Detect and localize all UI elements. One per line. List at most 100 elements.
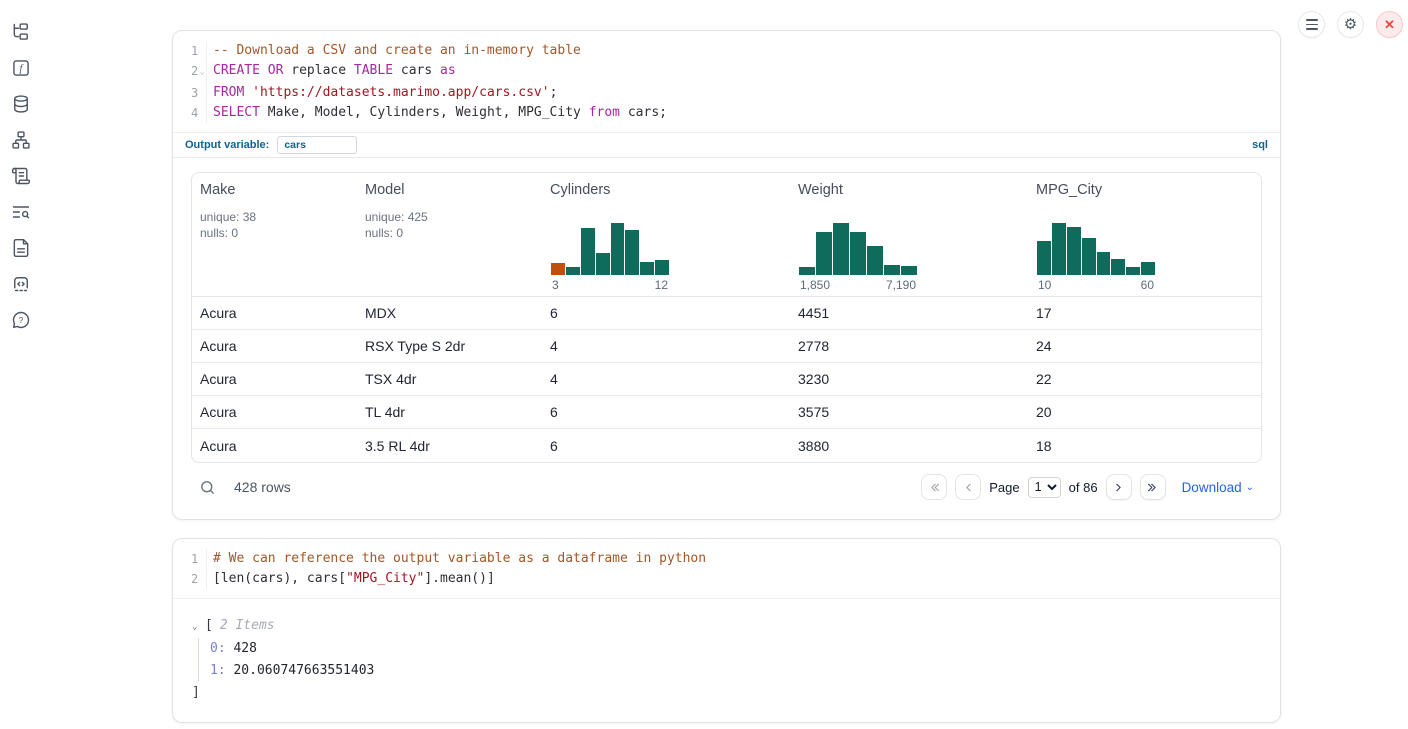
table-row[interactable]: Acura RSX Type S 2dr 4 2778 24 [192, 330, 1261, 363]
list-output-header: ⌄ [ 2 Items [192, 615, 1280, 638]
histogram-bar[interactable] [580, 228, 595, 275]
histogram-bar[interactable] [884, 265, 900, 275]
scroll-logs-icon[interactable] [11, 166, 31, 186]
search-icon[interactable] [199, 478, 217, 496]
table-cell: 20 [1036, 404, 1052, 420]
histogram-bar[interactable] [901, 266, 917, 275]
table-header: Make unique: 38 nulls: 0 Model unique: 4… [192, 173, 1261, 297]
first-page-button[interactable] [921, 474, 948, 500]
window-actions: ⚙ ✕ [1298, 11, 1403, 38]
fold-gutter [198, 549, 206, 569]
chevron-down-icon: ⌄ [1245, 481, 1254, 493]
fold-chevron-icon[interactable]: ⌄ [199, 67, 205, 76]
close-icon: ✕ [1384, 17, 1395, 32]
histogram-bar[interactable] [1037, 241, 1051, 275]
histogram-bar[interactable] [1096, 252, 1111, 275]
last-page-button[interactable] [1139, 474, 1166, 500]
column-header-model[interactable]: Model unique: 425 nulls: 0 [357, 173, 542, 296]
weight-histogram[interactable]: 1,850 7,190 [799, 223, 917, 292]
histogram-bar[interactable] [655, 260, 669, 275]
column-stats: unique: 425 nulls: 0 [365, 210, 428, 240]
next-page-button[interactable] [1105, 474, 1132, 500]
table-footer: 428 rows Page 1 of 86 [191, 463, 1262, 511]
chevrons-right-icon [1148, 483, 1156, 491]
output-variable-row: Output variable: sql [173, 132, 1280, 158]
svg-text:f: f [20, 64, 25, 75]
histogram-bar[interactable] [816, 232, 832, 275]
chevron-left-icon [966, 483, 971, 491]
histogram-bar[interactable] [867, 246, 883, 275]
table-cell: Acura [200, 338, 237, 354]
table-cell: 17 [1036, 305, 1052, 321]
table-row[interactable]: Acura MDX 6 4451 17 [192, 297, 1261, 330]
table-cell: Acura [200, 371, 237, 387]
histogram-bar[interactable] [625, 230, 640, 275]
page-label: Page [989, 479, 1020, 495]
mpg-city-histogram[interactable]: 10 60 [1037, 223, 1155, 292]
histogram-bar[interactable] [551, 263, 565, 275]
table-row[interactable]: Acura 3.5 RL 4dr 6 3880 18 [192, 429, 1261, 462]
list-item: 0: 428 [210, 641, 257, 656]
fold-gutter [198, 83, 206, 103]
settings-button[interactable]: ⚙ [1337, 11, 1364, 38]
column-header-make[interactable]: Make unique: 38 nulls: 0 [192, 173, 357, 296]
cylinders-histogram[interactable]: 3 12 [551, 223, 669, 292]
table-cell: 2778 [798, 338, 830, 354]
histogram-bar[interactable] [610, 223, 625, 275]
fold-gutter [198, 569, 206, 589]
histogram-bar[interactable] [1141, 262, 1155, 275]
table-cell: 3880 [798, 437, 830, 454]
items-count: 2 Items [219, 618, 275, 633]
file-text-icon[interactable] [11, 238, 31, 258]
list-items: 0: 428 1: 20.060747663551403 [198, 638, 1280, 682]
table-row[interactable]: Acura TSX 4dr 4 3230 22 [192, 363, 1261, 396]
table-cell: TSX 4dr [365, 371, 417, 387]
output-variable-input[interactable] [277, 136, 358, 154]
previous-page-button[interactable] [955, 474, 982, 500]
histogram-bar[interactable] [1066, 227, 1081, 275]
python-code-editor[interactable]: 1 # We can reference the output variable … [173, 539, 1280, 598]
code-snippet-icon[interactable] [11, 274, 31, 294]
fold-gutter [198, 103, 206, 123]
data-table: Make unique: 38 nulls: 0 Model unique: 4… [191, 172, 1262, 463]
histogram-bar[interactable] [1111, 259, 1126, 275]
column-header-weight[interactable]: Weight 1,850 7,190 [798, 182, 917, 292]
function-square-icon[interactable]: f [11, 58, 31, 78]
column-header-cylinders[interactable]: Cylinders 3 12 [550, 182, 669, 292]
histogram-bar[interactable] [1081, 238, 1096, 275]
file-tree-icon[interactable] [11, 22, 31, 42]
table-cell: MDX [365, 305, 397, 321]
help-bubble-icon[interactable]: ? [11, 310, 31, 330]
chevron-right-icon [1116, 483, 1121, 491]
page-select[interactable]: 1 [1027, 476, 1061, 498]
fold-gutter [198, 41, 206, 61]
table-cell: Acura [200, 404, 237, 420]
column-header-mpg-city[interactable]: MPG_City 10 60 [1036, 182, 1155, 292]
table-cell: 6 [550, 305, 558, 321]
histogram-bar[interactable] [833, 223, 849, 275]
shutdown-button[interactable]: ✕ [1376, 11, 1403, 38]
language-badge: sql [1252, 139, 1268, 151]
collapse-chevron-icon[interactable]: ⌄ [192, 622, 198, 632]
histogram-bar[interactable] [1051, 223, 1066, 275]
sql-code-editor[interactable]: 1 -- Download a CSV and create an in-memo… [173, 31, 1280, 132]
table-row[interactable]: Acura TL 4dr 6 3575 20 [192, 396, 1261, 429]
settings-gear-icon: ⚙ [1343, 16, 1358, 33]
histogram-bar[interactable] [1126, 267, 1141, 275]
table-cell: 3230 [798, 371, 830, 387]
histogram-bar[interactable] [799, 267, 815, 275]
download-button[interactable]: Download ⌄ [1181, 479, 1254, 495]
menu-button[interactable] [1298, 11, 1325, 38]
histogram-bar[interactable] [640, 262, 655, 275]
text-search-icon[interactable] [11, 202, 31, 222]
chevrons-left-icon [931, 483, 939, 491]
histogram-bar[interactable] [850, 232, 866, 275]
table-cell: 24 [1036, 338, 1052, 354]
dependency-graph-icon[interactable] [11, 130, 31, 150]
table-cell: TL 4dr [365, 404, 405, 420]
histogram-bar[interactable] [565, 267, 580, 275]
database-icon[interactable] [11, 94, 31, 114]
notebook: 1 -- Download a CSV and create an in-memo… [172, 30, 1281, 723]
table-cell: 4 [550, 371, 558, 387]
histogram-bar[interactable] [595, 253, 610, 275]
